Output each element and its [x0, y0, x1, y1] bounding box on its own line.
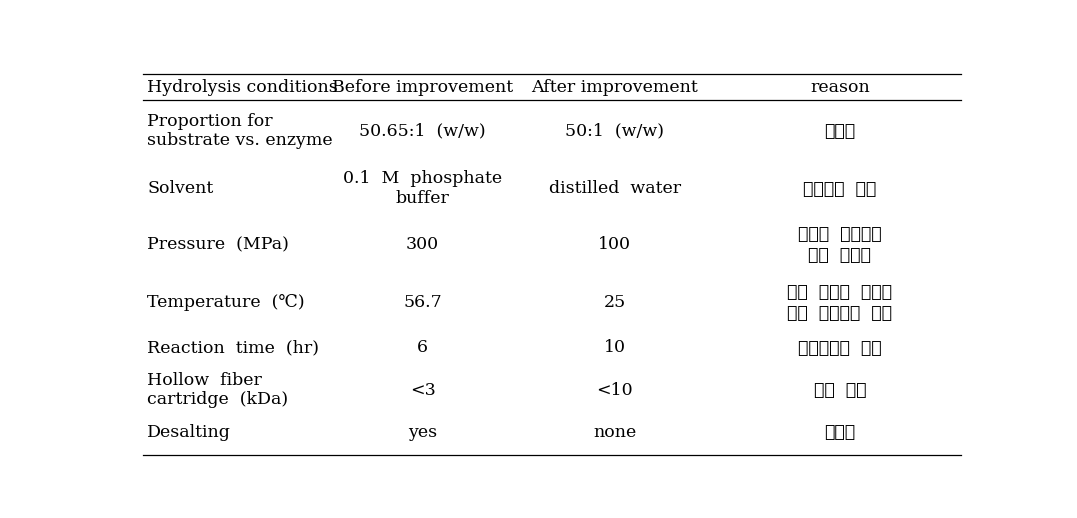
Text: After improvement: After improvement: [531, 79, 698, 96]
Text: 가수분해율  증가: 가수분해율 증가: [798, 339, 882, 357]
Text: 56.7: 56.7: [403, 294, 442, 311]
Text: <10: <10: [597, 382, 633, 398]
Text: 탈염공정  제외: 탈염공정 제외: [803, 180, 877, 198]
Text: 10: 10: [603, 339, 626, 356]
Text: Proportion for
substrate vs. enzyme: Proportion for substrate vs. enzyme: [148, 112, 333, 149]
Text: reason: reason: [810, 79, 870, 96]
Text: 300: 300: [406, 236, 439, 253]
Text: Reaction  time  (hr): Reaction time (hr): [148, 339, 319, 356]
Text: 50:1  (w/w): 50:1 (w/w): [565, 122, 665, 139]
Text: 6: 6: [417, 339, 428, 356]
Text: 수율  증가: 수율 증가: [814, 381, 866, 399]
Text: Hydrolysis conditions: Hydrolysis conditions: [148, 79, 338, 96]
Text: 단순화: 단순화: [824, 122, 855, 140]
Text: 0.1  M  phosphate
buffer: 0.1 M phosphate buffer: [344, 170, 502, 207]
Text: Temperature  (℃): Temperature (℃): [148, 294, 305, 311]
Text: Desalting: Desalting: [148, 424, 232, 441]
Text: distilled  water: distilled water: [548, 180, 681, 197]
Text: 대량  생산용  장비가
온도  조절기능  없음: 대량 생산용 장비가 온도 조절기능 없음: [787, 283, 893, 322]
Text: yes: yes: [408, 424, 437, 441]
Text: 25: 25: [603, 294, 626, 311]
Text: <3: <3: [409, 382, 435, 398]
Text: Solvent: Solvent: [148, 180, 213, 197]
Text: 초고압  반응기의
운용  용이성: 초고압 반응기의 운용 용이성: [798, 225, 882, 264]
Text: Hollow  fiber
cartridge  (kDa): Hollow fiber cartridge (kDa): [148, 372, 289, 408]
Text: 단순화: 단순화: [824, 423, 855, 441]
Text: 100: 100: [598, 236, 631, 253]
Text: 50.65:1  (w/w): 50.65:1 (w/w): [360, 122, 486, 139]
Text: Before improvement: Before improvement: [332, 79, 513, 96]
Text: none: none: [593, 424, 637, 441]
Text: Pressure  (MPa): Pressure (MPa): [148, 236, 289, 253]
